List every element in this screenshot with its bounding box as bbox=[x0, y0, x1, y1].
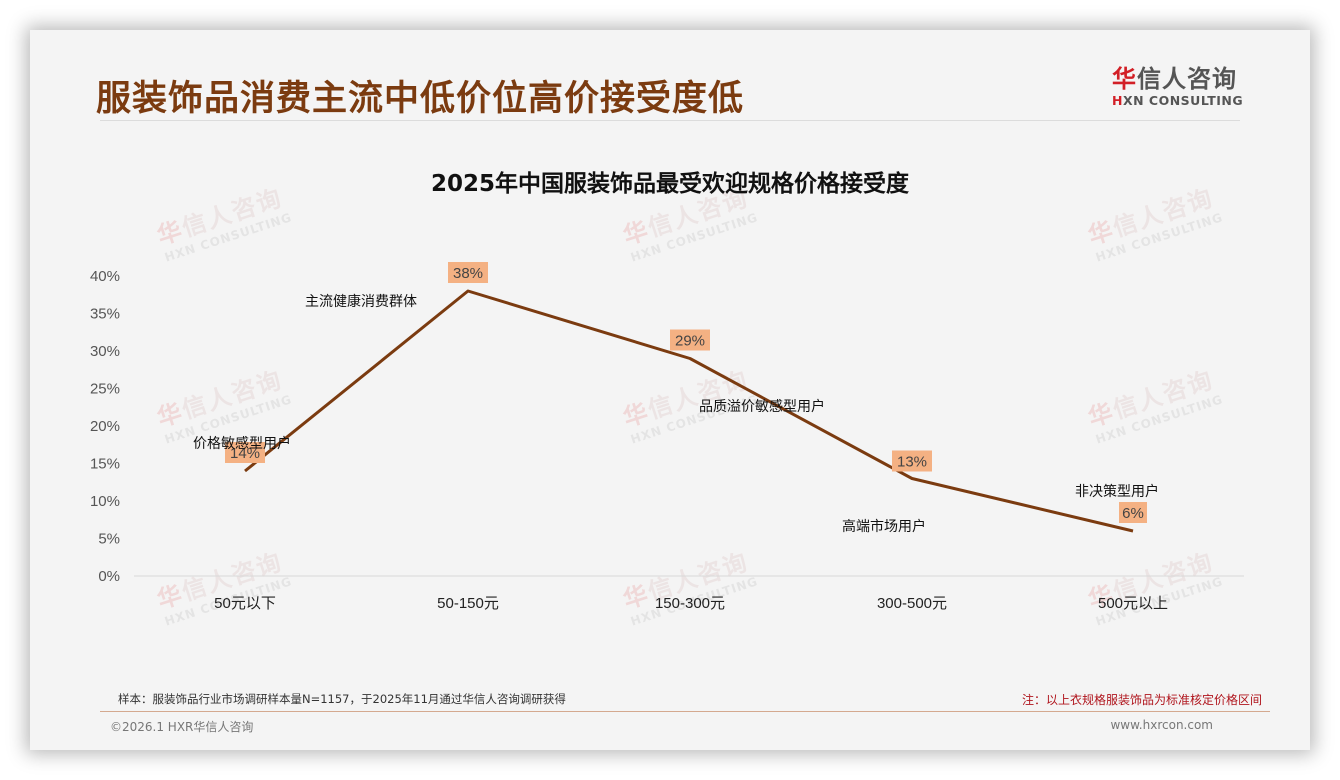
line-chart: 0% 5% 10% 15% 20% 25% 30% 35% 40% 50元以下 50-150元 15… bbox=[90, 262, 1244, 612]
data-label-bg bbox=[225, 442, 265, 463]
copyright: ©2026.1 HXR华信人咨询 bbox=[110, 720, 254, 734]
y-tick-label: 10% bbox=[90, 493, 120, 510]
segment-annotation: 品质溢价敏感型用户 bbox=[699, 398, 825, 414]
header-divider bbox=[100, 120, 1240, 121]
logo-english-accent: H bbox=[1112, 93, 1123, 108]
segment-annotation: 主流健康消费群体 bbox=[305, 293, 417, 309]
footer-divider bbox=[100, 711, 1270, 712]
y-tick-label: 30% bbox=[90, 343, 120, 360]
logo-chinese-rest: 信人咨询 bbox=[1137, 65, 1237, 93]
y-tick-label: 35% bbox=[90, 306, 120, 323]
logo-english: HXN CONSULTING bbox=[1112, 93, 1244, 108]
data-label-bg bbox=[892, 450, 932, 472]
data-label-bg bbox=[670, 329, 710, 351]
data-label: 29% bbox=[675, 333, 705, 350]
segment-annotation: 非决策型用户 bbox=[1075, 483, 1159, 499]
logo-chinese: 华信人咨询 bbox=[1112, 66, 1242, 92]
data-label-bg bbox=[448, 262, 488, 283]
logo-accent-char: 华 bbox=[1112, 65, 1137, 93]
x-tick-label: 50-150元 bbox=[437, 595, 499, 612]
data-label: 6% bbox=[1122, 505, 1144, 522]
y-tick-label: 5% bbox=[98, 531, 120, 548]
data-label: 38% bbox=[453, 265, 483, 282]
y-tick-label: 25% bbox=[90, 381, 120, 398]
x-tick-label: 300-500元 bbox=[877, 595, 947, 612]
x-tick-label: 150-300元 bbox=[655, 595, 725, 612]
data-label: 13% bbox=[897, 454, 927, 471]
series-line bbox=[244, 289, 1134, 533]
chart-title: 2025年中国服装饰品最受欢迎规格价格接受度 bbox=[430, 171, 909, 197]
data-labels: 14% 38% 29% 13% 6% bbox=[225, 262, 1147, 523]
price-range-note: 注：以上衣规格服装饰品为标准核定价格区间 bbox=[1021, 693, 1262, 707]
y-axis: 0% 5% 10% 15% 20% 25% 30% 35% 40% bbox=[90, 268, 120, 585]
y-tick-label: 40% bbox=[90, 268, 120, 285]
data-label-bg bbox=[1119, 502, 1147, 523]
x-axis: 50元以下 50-150元 150-300元 300-500元 500元以上 bbox=[214, 595, 1168, 612]
company-logo: 华信人咨询 HXN CONSULTING bbox=[1112, 66, 1244, 108]
page-title: 服装饰品消费主流中低价位高价接受度低 bbox=[96, 79, 745, 119]
y-tick-label: 20% bbox=[90, 418, 120, 435]
logo-english-rest: XN CONSULTING bbox=[1122, 93, 1244, 108]
x-tick-label: 500元以上 bbox=[1098, 595, 1168, 612]
y-tick-label: 0% bbox=[98, 568, 120, 585]
x-tick-label: 50元以下 bbox=[214, 595, 276, 612]
slide-card: 服装饰品消费主流中低价位高价接受度低 华信人咨询 HXN CONSULTING … bbox=[30, 30, 1310, 750]
segment-annotation: 高端市场用户 bbox=[842, 518, 926, 534]
y-tick-label: 15% bbox=[90, 456, 120, 473]
segment-annotation: 价格敏感型用户 bbox=[193, 435, 291, 451]
website-link[interactable]: www.hxrcon.com bbox=[1110, 718, 1213, 732]
data-label: 14% bbox=[230, 445, 260, 462]
sample-note: 样本：服装饰品行业市场调研样本量N=1157，于2025年11月通过华信人咨询调… bbox=[118, 692, 566, 706]
